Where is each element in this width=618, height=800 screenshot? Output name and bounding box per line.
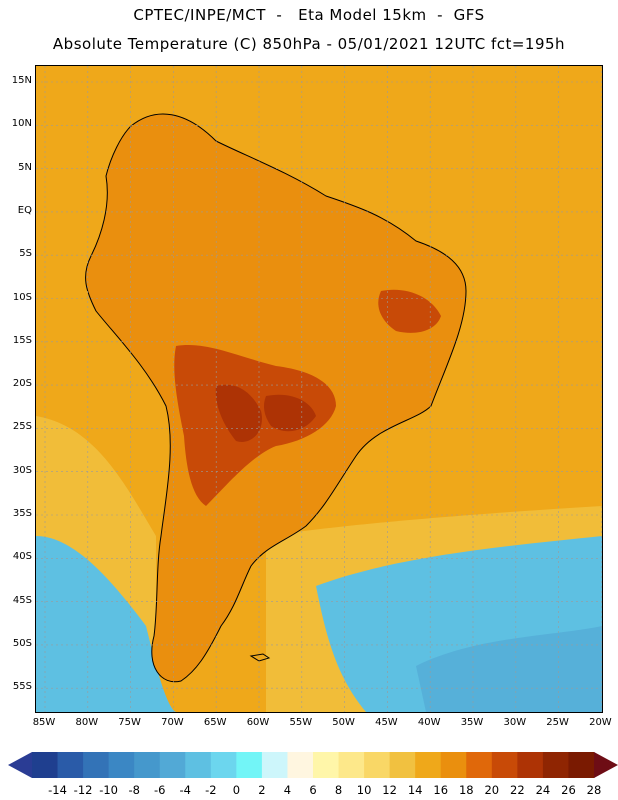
cold-ocean-southwest [36,536,176,712]
colorbar-swatch [466,752,493,778]
lat-label: 30S [12,464,32,476]
colorbar-label: -6 [153,783,166,797]
colorbar-swatch [236,752,263,778]
hot-northeast-region [378,289,441,333]
lat-label: 50S [12,637,32,649]
colorbar-label: 12 [382,783,397,797]
lat-label: 5S [19,248,32,260]
map-title-line1: CPTEC/INPE/MCT - Eta Model 15km - GFS [133,6,485,24]
colorbar-label: 6 [309,783,317,797]
lon-label: 30W [503,717,527,728]
colorbar-label: -2 [205,783,217,797]
colorbar-label: 20 [484,783,500,797]
colorbar-label: 22 [510,783,525,797]
colorbar-swatch [415,752,442,778]
hottest-core-region [215,384,262,442]
lat-label: 40S [12,551,32,563]
colorbar-label: -10 [99,783,119,797]
colorbar-swatch [440,752,467,778]
colorbar-label: -14 [48,783,67,797]
lat-label: 5N [18,161,32,173]
colorbar-swatch [542,752,569,778]
lon-label: 35W [460,717,484,728]
colorbar-swatch [287,752,314,778]
graticule [36,66,602,712]
falkland-islands [249,653,271,662]
lon-label: 25W [546,717,569,728]
colorbar-label: 18 [458,783,474,797]
colorbar-swatch [185,752,212,778]
colorbar-swatch [491,752,518,778]
colorbar-label: 4 [283,783,292,797]
lat-label: 55S [12,681,32,693]
colorbar-swatch [568,752,595,778]
colorbar-swatch [159,752,186,778]
lat-label: 10N [11,118,32,130]
colorbar-label: 28 [586,783,602,797]
colorbar-label: 0 [232,783,241,797]
colorbar-swatch [83,752,110,778]
map-title-line2: Absolute Temperature (C) 850hPa - 05/01/… [52,35,566,53]
lat-label: 45S [12,594,32,606]
colorbar-label: 14 [407,783,423,797]
colorbar-swatch [517,752,544,778]
map-canvas [36,66,602,712]
lon-label: 75W [118,717,141,728]
colorbar-label: 10 [356,783,372,797]
colorbar-swatch [389,752,416,778]
colorbar-swatch [108,752,135,778]
colorbar-label: -12 [73,783,93,797]
colorbar-label: -4 [179,783,191,797]
lat-label: EQ [17,204,32,216]
lon-label: 20W [589,717,612,728]
colorbar-swatch [261,752,288,778]
colorbar-label: 2 [258,783,266,797]
colorbar-low-arrow [8,752,32,778]
colorbar-swatch [364,752,391,778]
colorbar-label: 16 [433,783,449,797]
colorbar-swatch [313,752,340,778]
lat-label: 15S [12,334,32,346]
colorbar-high-arrow [594,752,618,778]
temperature-map [35,65,603,713]
lon-label: 85W [32,717,56,728]
cold-ocean-deep-southeast [416,626,602,712]
lon-label: 40W [417,717,441,728]
colorbar-swatch [57,752,84,778]
lon-label: 70W [161,717,184,728]
colorbar-label: 8 [334,783,343,797]
coastline [85,113,467,683]
lat-label: 10S [12,291,32,303]
colorbar-label: 26 [561,783,576,797]
lat-label: 20S [12,378,32,390]
lon-label: 60W [246,717,270,728]
hottest-core-chaco [263,394,316,432]
lat-label: 15N [11,75,32,86]
colorbar-swatch [32,752,59,778]
lon-label: 65W [203,717,227,728]
colorbar-swatch [210,752,237,778]
colorbar-swatch [338,752,365,778]
lat-label: 25S [12,421,32,433]
color-scale-bar [8,752,618,778]
lon-label: 45W [375,717,398,728]
colorbar-swatch [134,752,161,778]
lat-label: 35S [12,508,32,519]
lon-label: 50W [332,717,355,728]
lon-label: 80W [75,717,99,728]
lon-label: 55W [289,717,313,728]
colorbar-label: -8 [128,783,140,797]
colorbar-label: 24 [535,783,551,797]
